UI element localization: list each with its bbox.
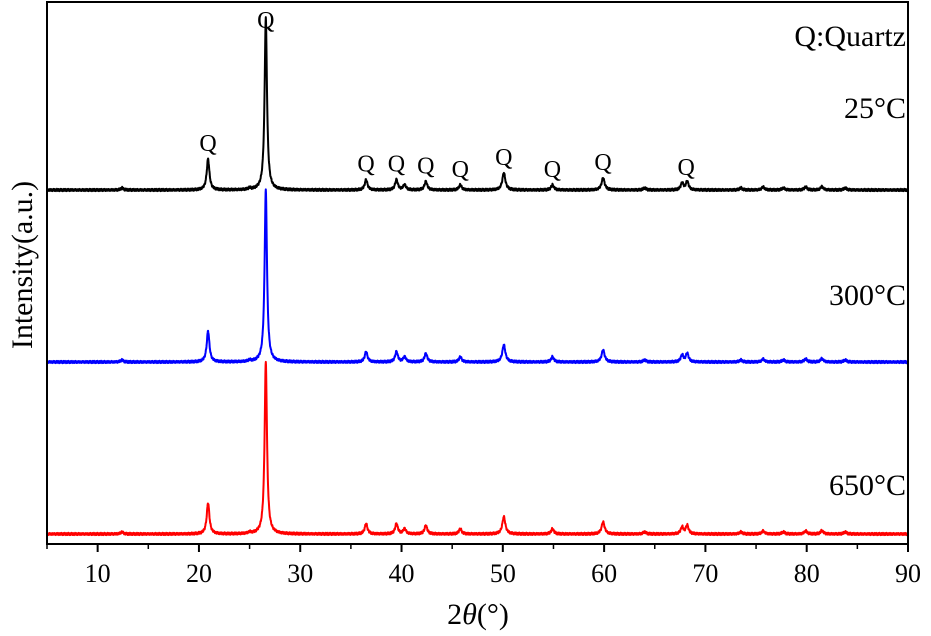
series-line-650°C [46, 360, 909, 537]
plot-frame [46, 1, 909, 545]
x-tick-label: 20 [186, 559, 212, 588]
x-tick-label: 10 [85, 559, 111, 588]
peak-label-q: Q [199, 131, 216, 157]
y-axis-label: Intensity(a.u.) [6, 181, 39, 349]
x-axis-label-prefix: 2 [447, 598, 462, 631]
peak-label-q: Q [544, 157, 561, 183]
series-line-300°C [46, 188, 909, 365]
x-tick-label: 60 [591, 559, 617, 588]
peak-label-q: Q [594, 150, 611, 176]
peak-label-q: Q [257, 8, 274, 34]
peak-labels: QQQ Q Q Q Q Q Q Q [199, 8, 694, 183]
x-axis-label-var: θ [462, 598, 477, 631]
peak-label-q: Q [677, 155, 694, 181]
x-tick-label: 80 [794, 559, 820, 588]
series-group [46, 16, 909, 537]
peak-label-q: Q [388, 151, 405, 177]
series-line-25°C [46, 16, 909, 193]
peak-label-q: Q [452, 157, 469, 183]
legend-note: Q:Quartz [794, 20, 906, 53]
peak-label-q: Q [417, 153, 434, 179]
x-tick-label: 30 [287, 559, 313, 588]
series-label-25: 25°C [844, 92, 906, 125]
x-tick-label: 40 [389, 559, 415, 588]
x-axis-label: 2θ(°) [447, 598, 509, 631]
peak-label-q: Q [495, 145, 512, 171]
x-tick-label: 50 [490, 559, 516, 588]
peak-label-q: Q [357, 152, 374, 178]
x-axis: 10 20 30 40 50 60 70 80 90 [46, 544, 921, 588]
series-label-300: 300°C [829, 279, 906, 312]
x-tick-label: 70 [692, 559, 718, 588]
series-label-650: 650°C [829, 469, 906, 502]
x-axis-label-unit: (°) [477, 598, 509, 631]
x-tick-label: 90 [895, 559, 921, 588]
